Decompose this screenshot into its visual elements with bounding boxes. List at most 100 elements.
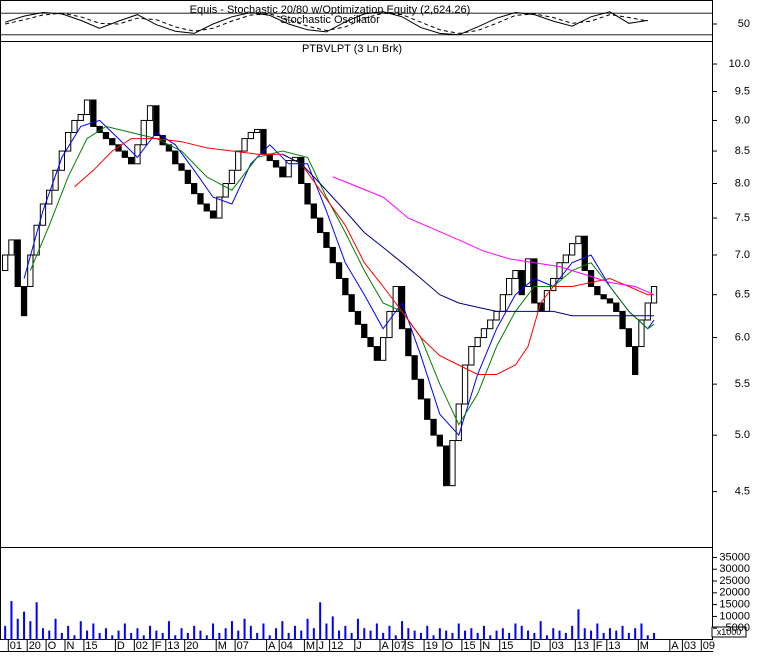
brick bbox=[499, 294, 507, 312]
y-tick-label: 25000 bbox=[719, 575, 750, 587]
brick bbox=[77, 114, 84, 121]
volume-bar bbox=[262, 623, 265, 640]
volume-bar bbox=[29, 621, 32, 640]
brick bbox=[373, 346, 381, 361]
brick bbox=[39, 203, 47, 226]
indicator-line bbox=[74, 138, 654, 375]
brick bbox=[468, 346, 475, 366]
indicator-line bbox=[5, 11, 648, 36]
brick bbox=[58, 150, 66, 171]
volume-bar bbox=[627, 632, 630, 640]
brick bbox=[367, 337, 374, 348]
brick bbox=[109, 138, 116, 146]
brick bbox=[348, 294, 355, 312]
volume-unit-label: x1000 bbox=[717, 627, 742, 637]
volume-bar bbox=[92, 623, 95, 640]
x-tick-label: 03 bbox=[552, 640, 564, 652]
volume-bar bbox=[495, 630, 498, 640]
brick bbox=[115, 144, 122, 152]
volume-bar bbox=[268, 635, 271, 640]
brick bbox=[632, 346, 639, 375]
x-tick-label: F bbox=[155, 640, 162, 652]
x-tick-label: 19 bbox=[426, 640, 438, 652]
volume-bar bbox=[394, 635, 397, 640]
volume-bar bbox=[350, 632, 353, 640]
volume-bar bbox=[419, 632, 422, 640]
oscillator-subtitle: Stochastic Oscillator bbox=[280, 14, 380, 26]
volume-bar bbox=[564, 632, 567, 640]
volume-bar bbox=[86, 630, 89, 640]
price-title: PTBVLPT (3 Ln Brk) bbox=[302, 43, 402, 55]
brick bbox=[487, 319, 494, 330]
indicator-line bbox=[282, 153, 654, 317]
x-tick-label: A bbox=[671, 640, 679, 652]
brick bbox=[2, 254, 9, 272]
brick bbox=[329, 246, 336, 264]
brick bbox=[46, 189, 53, 205]
volume-bar bbox=[218, 632, 221, 640]
brick bbox=[102, 131, 110, 140]
x-tick-label: D bbox=[117, 640, 125, 652]
volume-bar bbox=[621, 625, 624, 640]
volume-bar bbox=[634, 628, 637, 640]
brick bbox=[461, 364, 469, 405]
x-tick-label: 12 bbox=[331, 640, 343, 652]
brick bbox=[83, 99, 91, 116]
volume-bar bbox=[4, 625, 7, 640]
volume-bar bbox=[602, 632, 605, 640]
brick bbox=[575, 235, 582, 245]
brick bbox=[235, 150, 242, 171]
volume-bar bbox=[514, 623, 517, 640]
brick bbox=[279, 166, 286, 178]
brick bbox=[619, 310, 626, 330]
x-tick-label: 20 bbox=[186, 640, 198, 652]
y-tick-label: 5000 bbox=[726, 622, 750, 634]
volume-bar bbox=[174, 635, 177, 640]
brick bbox=[638, 319, 645, 348]
volume-bar bbox=[375, 623, 378, 640]
y-tick-label: 8.5 bbox=[735, 145, 750, 157]
volume-bar bbox=[237, 630, 240, 640]
volume-bar bbox=[230, 621, 233, 640]
x-tick-label: A bbox=[268, 640, 276, 652]
brick bbox=[71, 119, 78, 133]
brick bbox=[625, 328, 633, 348]
x-tick-label: N bbox=[67, 640, 75, 652]
y-tick-label: 7.5 bbox=[735, 212, 750, 224]
x-tick-label: 03 bbox=[684, 640, 696, 652]
volume-bar bbox=[369, 630, 372, 640]
brick bbox=[298, 156, 305, 185]
x-tick-label: 15 bbox=[463, 640, 475, 652]
brick bbox=[443, 445, 450, 487]
volume-bar bbox=[67, 625, 70, 640]
volume-bar bbox=[489, 635, 492, 640]
indicator-line bbox=[5, 12, 648, 34]
volume-bar bbox=[73, 635, 76, 640]
volume-bar bbox=[596, 623, 599, 640]
indicator-line bbox=[29, 125, 655, 426]
volume-bar bbox=[552, 628, 555, 640]
x-tick-label: 15 bbox=[85, 640, 97, 652]
volume-bar bbox=[407, 628, 410, 640]
brick bbox=[361, 323, 368, 339]
brick bbox=[209, 210, 217, 219]
brick bbox=[285, 160, 292, 178]
brick bbox=[228, 169, 236, 185]
brick bbox=[581, 235, 588, 272]
x-tick-label: N bbox=[482, 640, 490, 652]
y-tick-label: 50 bbox=[738, 18, 750, 30]
volume-bar bbox=[79, 621, 82, 640]
indicator-line bbox=[332, 176, 655, 296]
volume-bar bbox=[325, 623, 328, 640]
y-tick-label: 20000 bbox=[719, 587, 750, 599]
volume-bar bbox=[590, 630, 593, 640]
volume-bar bbox=[48, 630, 51, 640]
y-tick-label: 9.5 bbox=[735, 85, 750, 97]
volume-bar bbox=[432, 635, 435, 640]
volume-bar bbox=[306, 618, 309, 640]
volume-bar bbox=[363, 628, 366, 640]
brick bbox=[172, 150, 179, 165]
volume-bar bbox=[470, 628, 473, 640]
volume-bar bbox=[319, 602, 322, 640]
brick bbox=[512, 270, 519, 279]
